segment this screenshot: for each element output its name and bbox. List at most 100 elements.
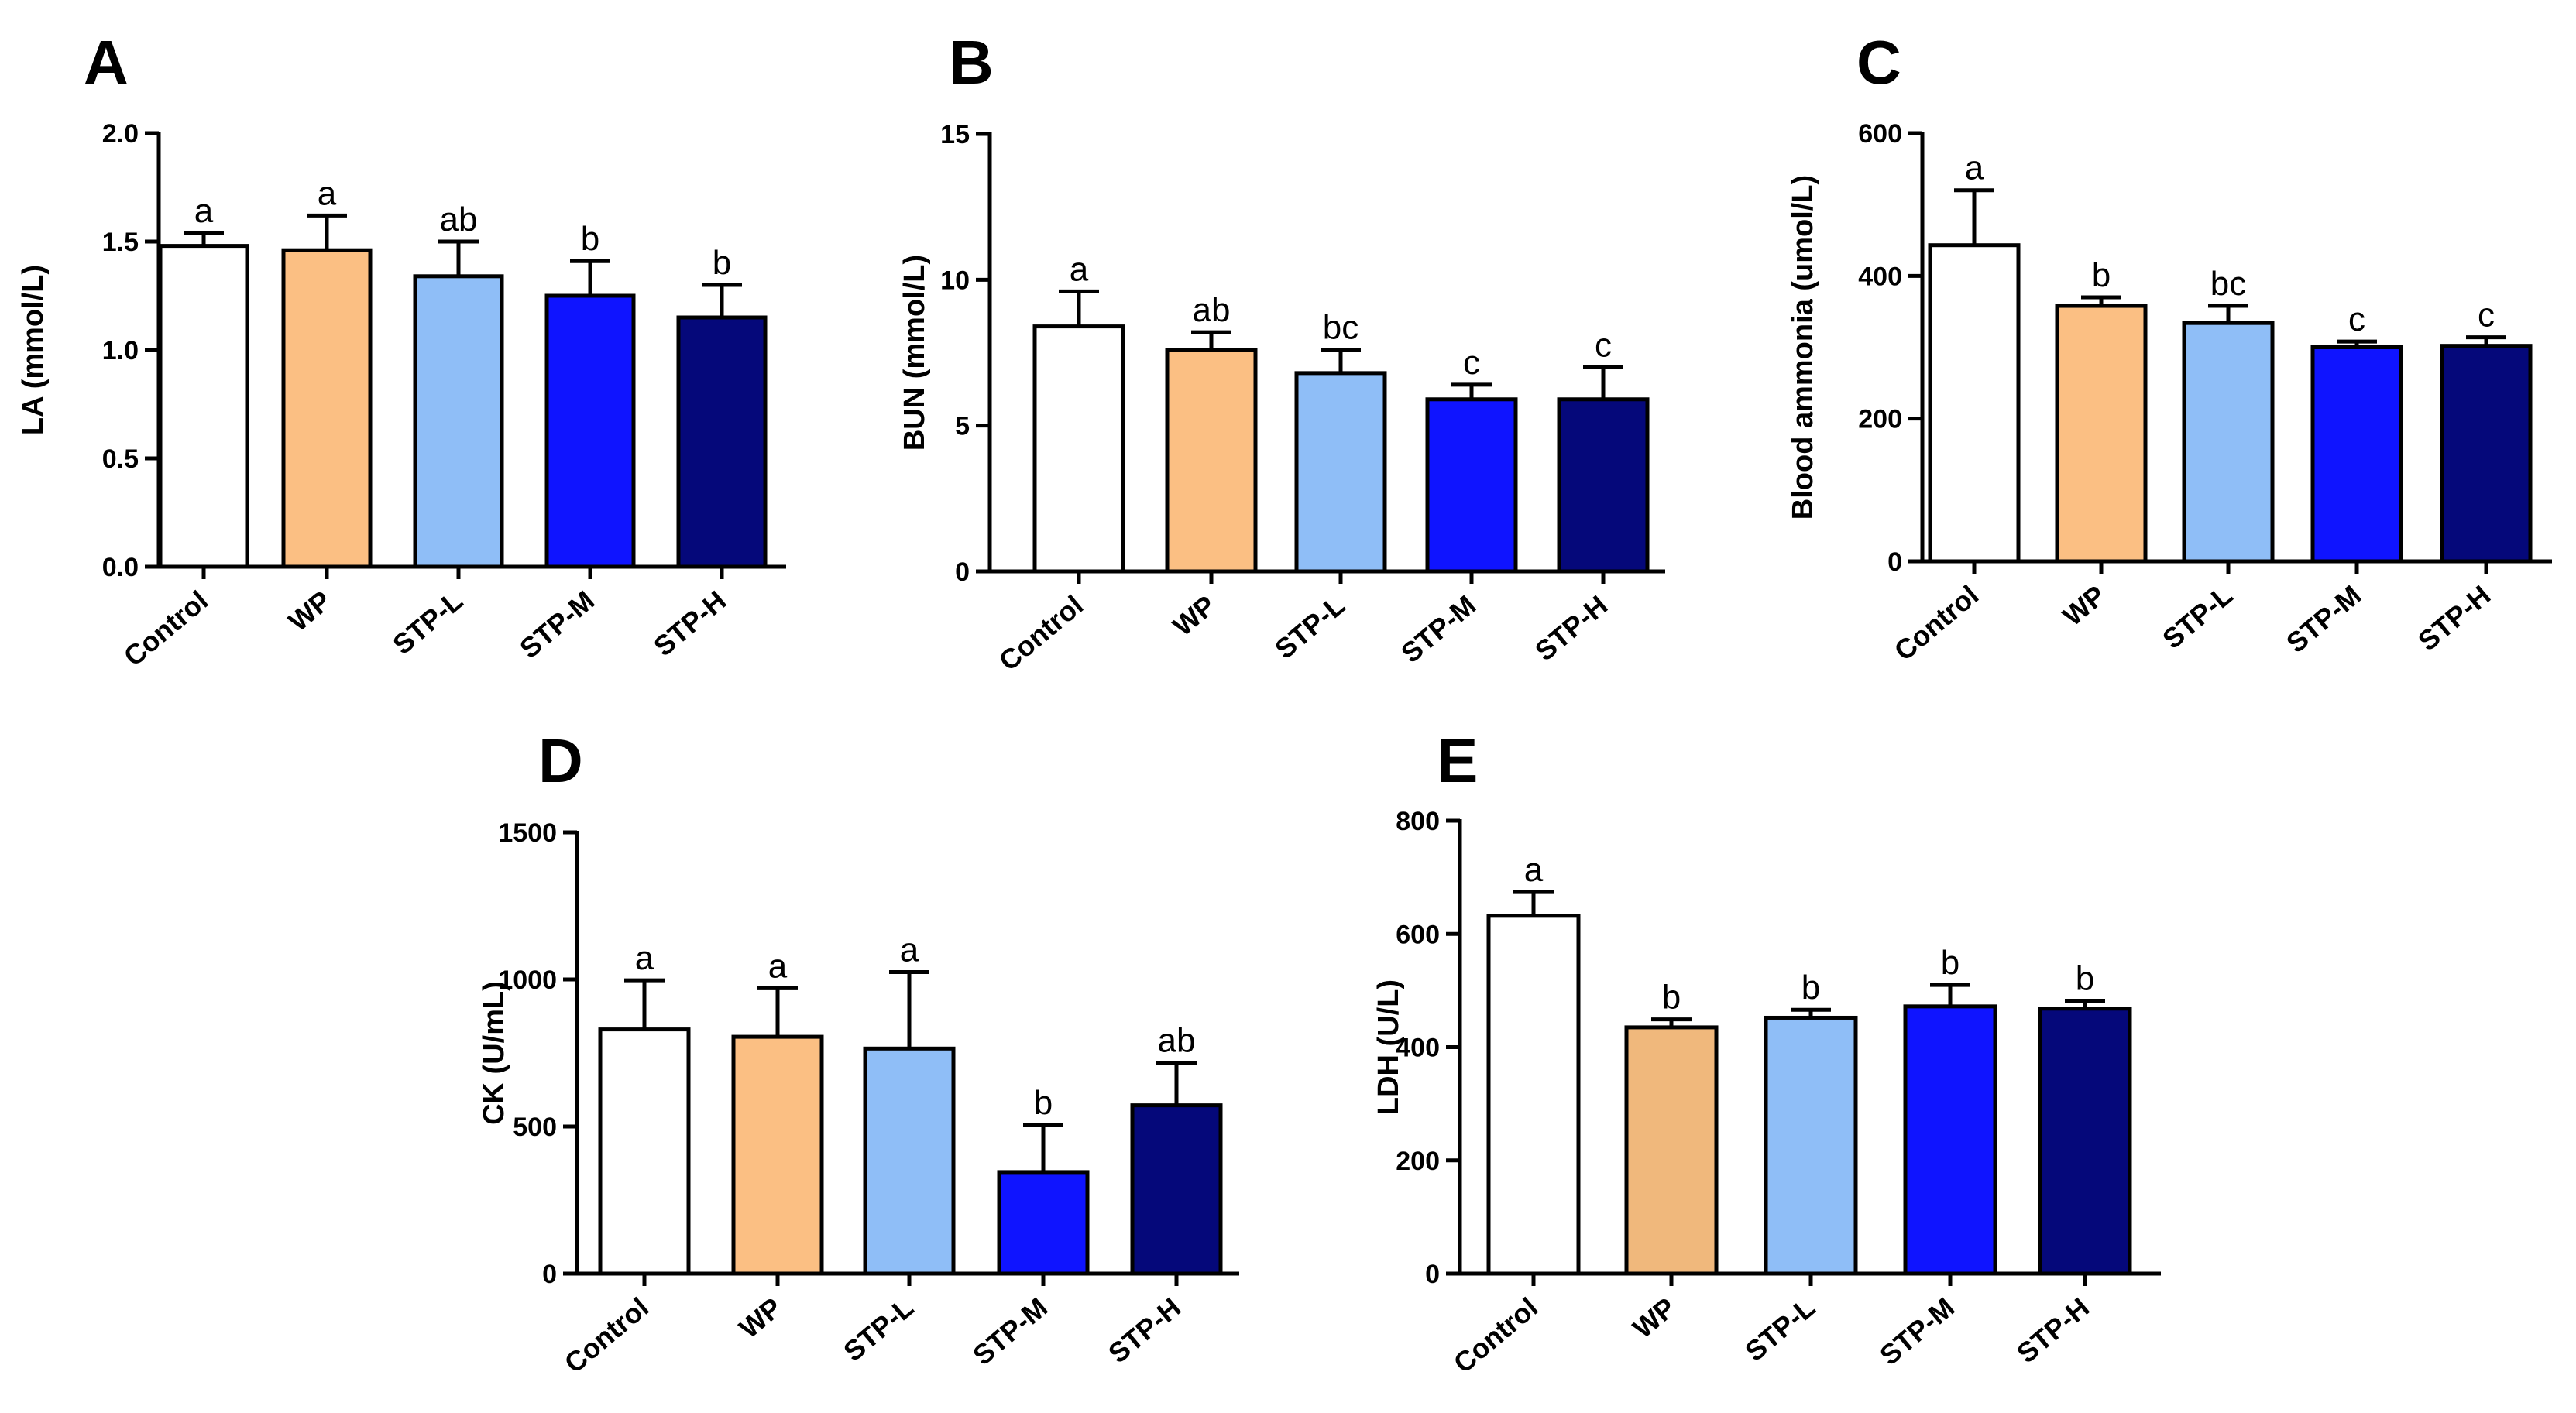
y-tick-label: 400: [1396, 1034, 1440, 1063]
y-tick-label: 0.0: [102, 553, 139, 582]
x-tick-label: STP-L: [386, 585, 469, 660]
y-tick-label: 400: [1858, 262, 1902, 291]
y-tick-label: 0: [955, 557, 970, 587]
x-tick-label: STP-M: [513, 585, 600, 664]
significance-label: b: [713, 244, 731, 282]
y-tick-label: 800: [1396, 807, 1440, 836]
x-tick-label: WP: [282, 585, 337, 638]
bar-stp-m: [544, 293, 636, 569]
significance-label: a: [768, 947, 788, 985]
x-tick-label: STP-H: [647, 585, 732, 663]
panel-a: A LA (mmol/L) a Control a WP ab STP-L b STP-M b STP…: [17, 28, 786, 672]
bar-stp-h: [2440, 344, 2533, 564]
significance-label: a: [1070, 250, 1089, 288]
significance-label: b: [1941, 944, 1959, 982]
significance-label: b: [1801, 969, 1820, 1007]
x-tick-label: WP: [733, 1291, 788, 1345]
x-tick-label: STP-L: [1739, 1291, 1821, 1367]
y-tick-label: 500: [513, 1113, 557, 1142]
bar-control: [1928, 243, 2021, 564]
significance-label: b: [1034, 1084, 1053, 1122]
significance-label: a: [635, 939, 654, 977]
significance-label: a: [900, 931, 919, 969]
panel-e: E LDH (U/L) a Control b WP b STP-L b STP-M b STP-H 0…: [1372, 726, 2161, 1379]
x-tick-label: STP-L: [2156, 579, 2238, 655]
significance-label: c: [2478, 297, 2495, 334]
bar-wp: [2055, 304, 2148, 564]
bar-stp-m: [997, 1170, 1090, 1276]
panel-letter: D: [538, 726, 583, 795]
y-tick-label: 600: [1396, 920, 1440, 949]
x-tick-label: STP-H: [1529, 589, 1613, 667]
panel-d: D CK (U/mL) a Control a WP a STP-L b STP-M ab STP-H…: [478, 726, 1239, 1379]
bar-stp-l: [863, 1046, 956, 1276]
bar-control: [1486, 914, 1581, 1276]
significance-label: bc: [2210, 265, 2246, 303]
y-tick-label: 0: [1425, 1260, 1440, 1289]
bar-control: [598, 1027, 691, 1276]
bar-stp-l: [413, 274, 504, 569]
significance-label: a: [1524, 851, 1544, 889]
y-tick-label: 0: [542, 1260, 557, 1289]
y-tick-label: 1000: [498, 965, 557, 995]
significance-label: a: [318, 174, 337, 212]
panel-letter: B: [949, 28, 994, 97]
panel-letter: A: [84, 28, 129, 97]
x-tick-label: STP-H: [1102, 1291, 1187, 1370]
bar-wp: [1165, 348, 1258, 574]
x-tick-label: WP: [2056, 579, 2111, 633]
x-tick-label: STP-L: [1269, 589, 1351, 665]
bar-stp-h: [1130, 1103, 1223, 1276]
bar-stp-h: [676, 315, 768, 569]
x-tick-label: STP-M: [2280, 579, 2367, 659]
significance-label: a: [194, 192, 214, 230]
y-tick-label: 10: [940, 266, 970, 295]
significance-label: c: [2348, 300, 2365, 338]
significance-label: ab: [1193, 291, 1231, 329]
y-tick-label: 200: [1858, 405, 1902, 434]
x-tick-label: STP-H: [2412, 579, 2496, 657]
bar-stp-m: [1425, 397, 1518, 574]
y-tick-label: 1500: [498, 818, 557, 848]
y-tick-label: 5: [955, 412, 970, 441]
x-tick-label: Control: [993, 589, 1089, 677]
y-axis-label: Blood ammonia (umol/L): [1787, 175, 1819, 520]
x-tick-label: Control: [1888, 579, 1984, 667]
x-tick-label: STP-H: [2011, 1291, 2095, 1370]
y-tick-label: 600: [1858, 119, 1902, 149]
significance-label: b: [1662, 979, 1681, 1017]
y-axis-label: CK (U/mL): [478, 981, 510, 1125]
panel-letter: C: [1856, 28, 1901, 97]
significance-label: ab: [440, 201, 478, 238]
significance-label: bc: [1323, 309, 1358, 347]
y-tick-label: 2.0: [102, 119, 139, 149]
bar-stp-h: [1557, 397, 1650, 574]
bar-stp-l: [1764, 1015, 1858, 1276]
bar-stp-m: [1903, 1004, 1997, 1276]
significance-label: a: [1965, 149, 1984, 187]
y-tick-label: 200: [1396, 1147, 1440, 1176]
bar-control: [1032, 324, 1125, 574]
y-axis-label: BUN (mmol/L): [898, 255, 931, 451]
y-axis-label: LDH (U/L): [1372, 979, 1405, 1115]
bar-wp: [731, 1034, 824, 1276]
panel-c: C Blood ammonia (umol/L) a Control b WP bc STP-…: [1787, 28, 2552, 667]
x-tick-label: Control: [118, 585, 214, 673]
significance-label: c: [1595, 326, 1612, 364]
bar-wp: [281, 248, 373, 569]
bar-stp-l: [2182, 321, 2275, 564]
x-tick-label: STP-L: [837, 1291, 919, 1367]
x-tick-label: WP: [1626, 1291, 1681, 1345]
x-tick-label: STP-M: [967, 1291, 1053, 1371]
bar-wp: [1624, 1025, 1719, 1276]
y-tick-label: 0.5: [102, 444, 139, 474]
x-tick-label: WP: [1166, 589, 1221, 643]
significance-label: b: [2092, 256, 2111, 294]
panel-b: B BUN (mmol/L) a Control ab WP bc STP-L c STP-M c S…: [898, 28, 1665, 677]
y-tick-label: 15: [940, 120, 970, 149]
x-tick-label: Control: [1448, 1291, 1544, 1380]
y-tick-label: 1.0: [102, 336, 139, 365]
x-tick-label: STP-M: [1874, 1291, 1960, 1371]
y-axis-label: LA (mmol/L): [17, 265, 50, 435]
